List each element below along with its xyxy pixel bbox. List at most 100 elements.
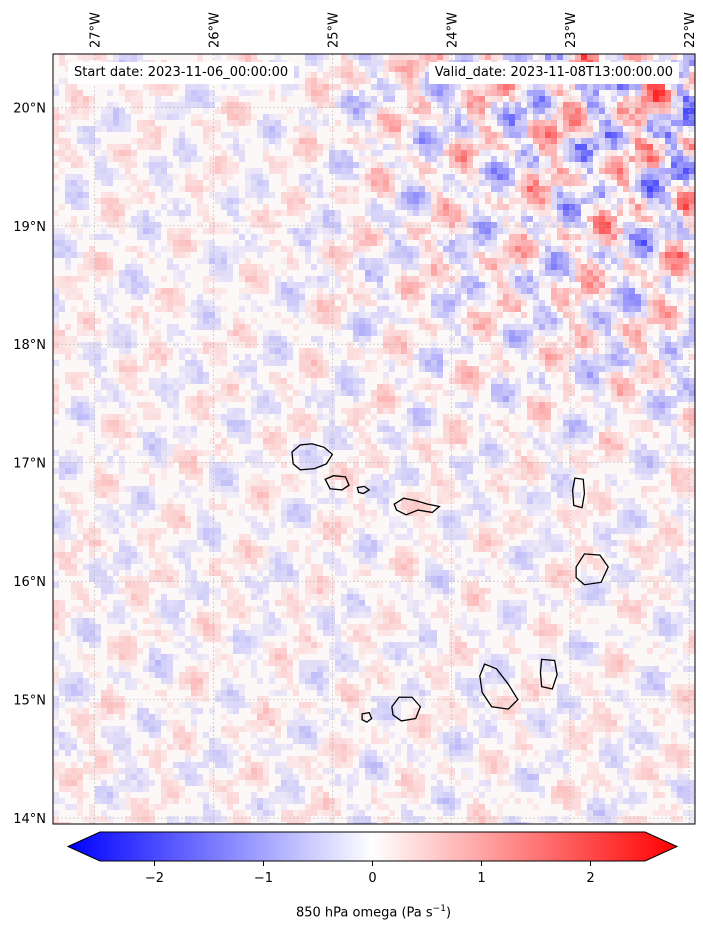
omega-cell	[365, 360, 371, 366]
omega-cell	[203, 402, 209, 408]
omega-cell	[551, 300, 557, 306]
omega-cell	[347, 234, 353, 240]
omega-cell	[653, 402, 659, 408]
omega-cell	[203, 282, 209, 288]
omega-cell	[143, 180, 149, 186]
omega-cell	[575, 276, 581, 282]
omega-cell	[689, 144, 695, 150]
omega-cell	[209, 420, 215, 426]
omega-cell	[509, 252, 515, 258]
omega-cell	[77, 102, 83, 108]
omega-cell	[197, 204, 203, 210]
omega-cell	[647, 90, 653, 96]
omega-cell	[323, 432, 329, 438]
omega-cell	[77, 204, 83, 210]
omega-cell	[653, 414, 659, 420]
omega-cell	[287, 318, 293, 324]
omega-cell	[209, 180, 215, 186]
omega-cell	[119, 216, 125, 222]
omega-cell	[401, 360, 407, 366]
omega-cell	[425, 168, 431, 174]
omega-cell	[635, 426, 641, 432]
omega-cell	[185, 240, 191, 246]
omega-cell	[113, 330, 119, 336]
omega-cell	[359, 348, 365, 354]
omega-cell	[539, 240, 545, 246]
omega-cell	[653, 192, 659, 198]
omega-cell	[281, 318, 287, 324]
omega-cell	[281, 192, 287, 198]
omega-cell	[287, 396, 293, 402]
omega-cell	[641, 126, 647, 132]
omega-cell	[455, 324, 461, 330]
omega-cell	[221, 288, 227, 294]
omega-cell	[143, 318, 149, 324]
omega-cell	[425, 138, 431, 144]
omega-cell	[203, 306, 209, 312]
omega-cell	[545, 96, 551, 102]
omega-cell	[527, 378, 533, 384]
omega-cell	[245, 438, 251, 444]
omega-cell	[209, 96, 215, 102]
omega-cell	[581, 372, 587, 378]
omega-cell	[227, 396, 233, 402]
omega-cell	[299, 204, 305, 210]
omega-cell	[479, 96, 485, 102]
omega-cell	[113, 204, 119, 210]
omega-cell	[629, 192, 635, 198]
omega-cell	[557, 408, 563, 414]
omega-cell	[473, 210, 479, 216]
omega-cell	[533, 210, 539, 216]
omega-cell	[59, 54, 65, 60]
omega-cell	[431, 252, 437, 258]
omega-cell	[671, 372, 677, 378]
omega-cell	[611, 348, 617, 354]
omega-cell	[65, 264, 71, 270]
omega-cell	[347, 216, 353, 222]
omega-cell	[497, 168, 503, 174]
omega-cell	[611, 336, 617, 342]
omega-cell	[227, 432, 233, 438]
omega-cell	[551, 402, 557, 408]
omega-cell	[503, 228, 509, 234]
omega-cell	[413, 54, 419, 60]
omega-cell	[173, 378, 179, 384]
omega-cell	[227, 108, 233, 114]
omega-cell	[503, 420, 509, 426]
omega-cell	[461, 234, 467, 240]
omega-cell	[503, 378, 509, 384]
omega-cell	[665, 54, 671, 60]
omega-cell	[299, 114, 305, 120]
omega-cell	[125, 336, 131, 342]
omega-cell	[137, 180, 143, 186]
omega-cell	[521, 294, 527, 300]
omega-cell	[611, 144, 617, 150]
omega-cell	[143, 252, 149, 258]
omega-cell	[533, 240, 539, 246]
omega-cell	[431, 276, 437, 282]
omega-cell	[623, 330, 629, 336]
omega-cell	[359, 60, 365, 66]
omega-cell	[539, 204, 545, 210]
omega-cell	[491, 420, 497, 426]
omega-cell	[581, 102, 587, 108]
omega-cell	[389, 90, 395, 96]
omega-cell	[443, 204, 449, 210]
omega-cell	[539, 192, 545, 198]
omega-cell	[617, 330, 623, 336]
omega-cell	[623, 258, 629, 264]
omega-cell	[677, 204, 683, 210]
omega-cell	[503, 144, 509, 150]
omega-cell	[419, 360, 425, 366]
omega-cell	[329, 390, 335, 396]
omega-cell	[65, 174, 71, 180]
omega-cell	[635, 360, 641, 366]
omega-cell	[65, 120, 71, 126]
omega-cell	[557, 246, 563, 252]
omega-cell	[419, 90, 425, 96]
omega-cell	[377, 168, 383, 174]
omega-cell	[95, 252, 101, 258]
omega-cell	[671, 414, 677, 420]
omega-cell	[377, 210, 383, 216]
omega-cell	[527, 186, 533, 192]
